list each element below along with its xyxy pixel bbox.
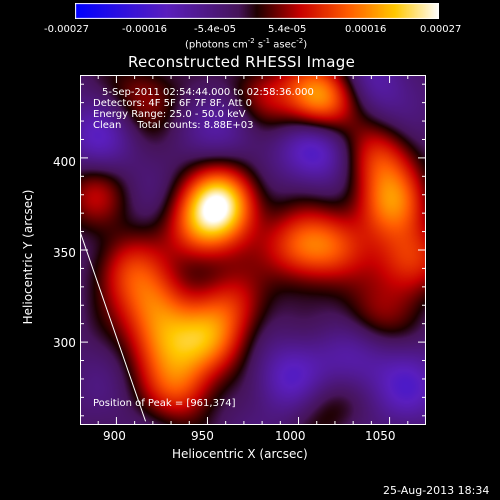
colorbar-tick-label: 0.00027 [420, 24, 462, 35]
annotation-peak: Position of Peak = [961,374] [93, 398, 236, 409]
y-tick-label: 300 [53, 336, 76, 350]
annotation-clean: Clean Total counts: 8.88E+03 [93, 120, 254, 131]
heatmap-image [80, 75, 426, 425]
colorbar-units: (photons cm-2 s-1 asec-2) [185, 37, 308, 51]
y-axis-label: Heliocentric Y (arcsec) [21, 189, 35, 325]
annotation-detectors: Detectors: 4F 5F 6F 7F 8F, Att 0 [93, 98, 253, 109]
plot-overlay [80, 75, 426, 425]
axis-ticks [80, 75, 426, 425]
solar-limb-line [80, 231, 147, 422]
x-tick-label: 900 [103, 429, 126, 443]
x-tick-label: 1050 [365, 429, 396, 443]
colorbar-gradient [75, 3, 439, 19]
annotation-time: 5-Sep-2011 02:54:44.000 to 02:58:36.000 [102, 87, 314, 98]
x-tick-label: 950 [191, 429, 214, 443]
colorbar-tick-label: -0.00027 [44, 24, 89, 35]
y-tick-label: 350 [53, 246, 76, 260]
colorbar-tick-label: -0.00016 [122, 24, 167, 35]
colorbar [75, 3, 439, 19]
colorbar-tick-label: -5.4e-05 [194, 24, 236, 35]
x-axis-label: Heliocentric X (arcsec) [172, 447, 308, 461]
x-tick-label: 1000 [275, 429, 306, 443]
colorbar-tick-label: 5.4e-05 [268, 24, 307, 35]
colorbar-tick-label: 0.00016 [345, 24, 387, 35]
plot-area: 5-Sep-2011 02:54:44.000 to 02:58:36.000 … [80, 75, 426, 425]
footer-timestamp: 25-Aug-2013 18:34 [383, 484, 490, 497]
annotation-energy: Energy Range: 25.0 - 50.0 keV [93, 109, 246, 120]
y-tick-label: 400 [53, 155, 76, 169]
chart-title: Reconstructed RHESSI Image [128, 53, 356, 71]
